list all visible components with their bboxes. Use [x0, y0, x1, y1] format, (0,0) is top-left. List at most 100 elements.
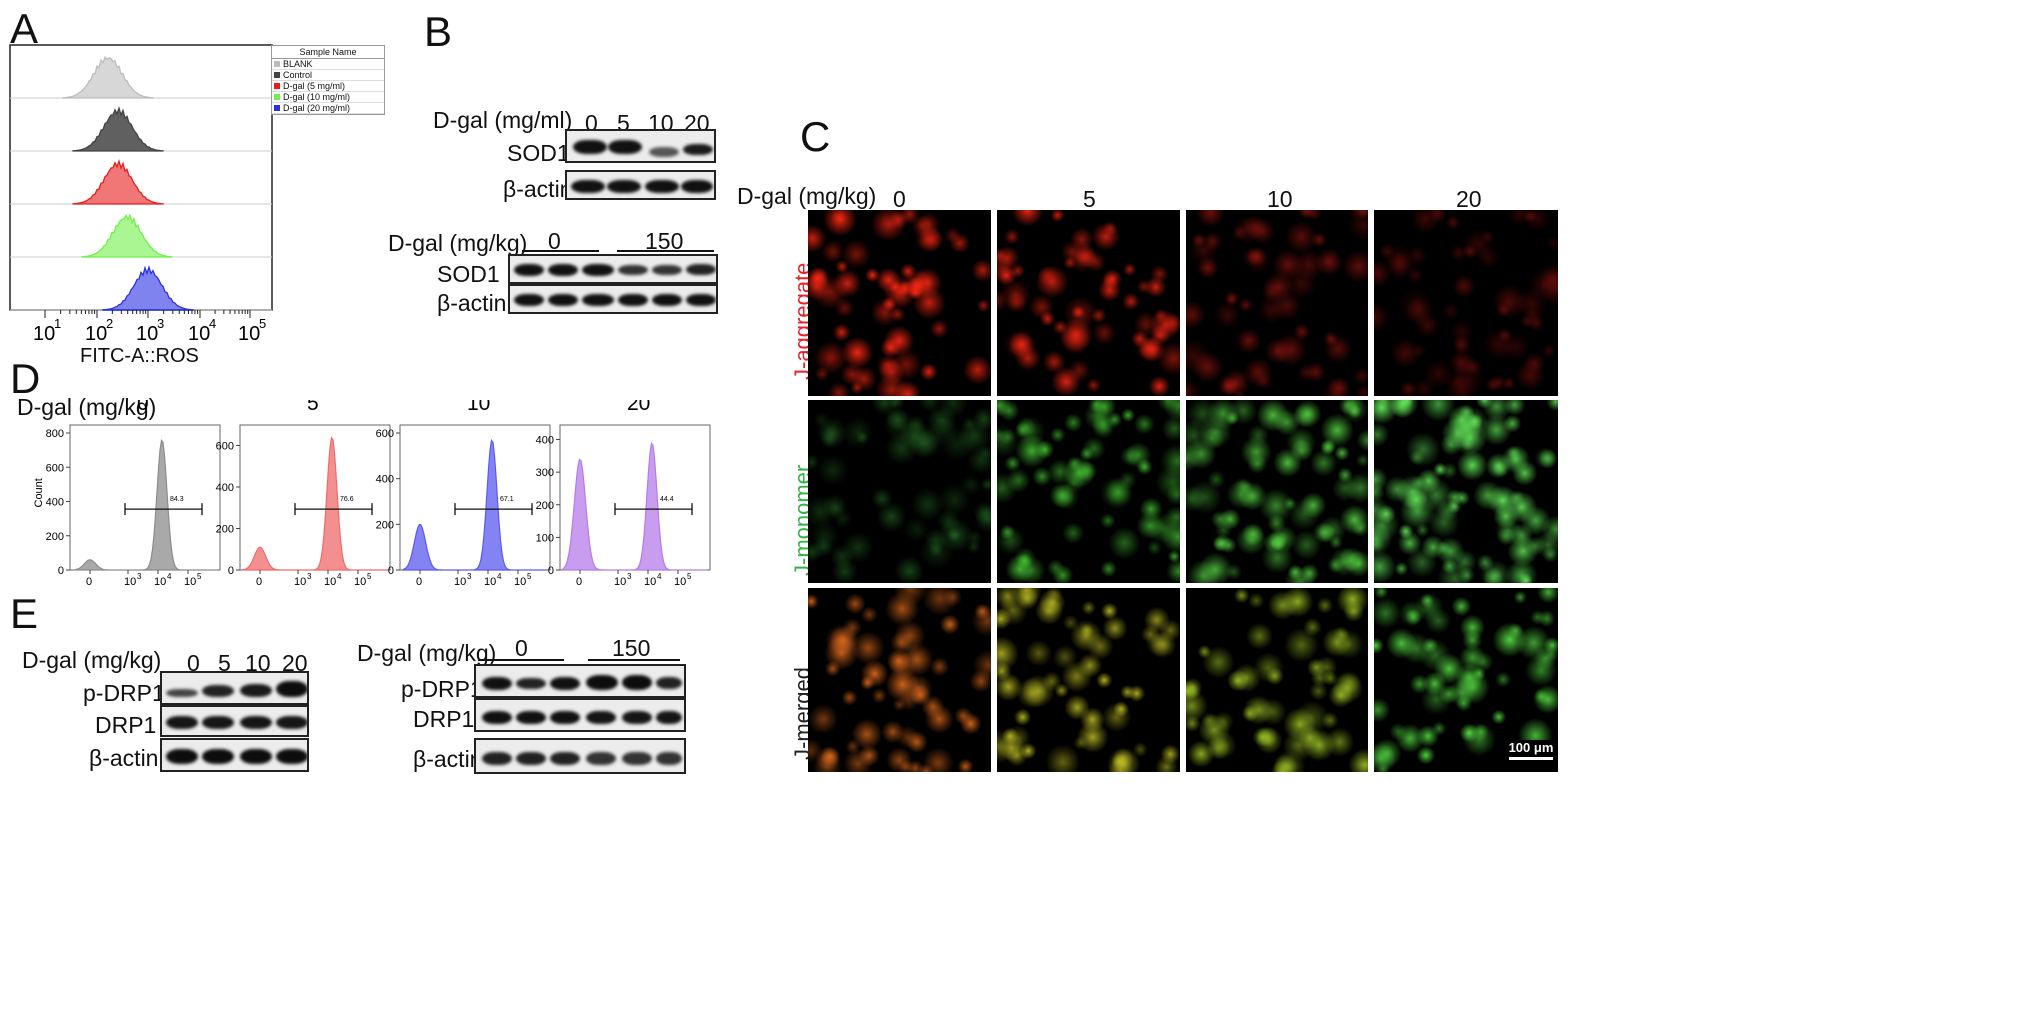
b-row1-label: D-gal (mg/ml) — [433, 107, 573, 133]
e-pdrp1-blot — [160, 671, 309, 705]
c-dose-10: 10 — [1267, 186, 1293, 212]
d-dose-title: 0 — [137, 400, 149, 415]
d-xtick-exponent: 4 — [337, 572, 342, 581]
d-ytick-label: 0 — [228, 565, 234, 577]
a-tick-label: 10 — [238, 323, 260, 345]
d-ytick-label: 100 — [536, 532, 554, 544]
e-group-0: 0 — [515, 635, 528, 661]
panel-label-d: D — [10, 355, 41, 402]
e-actin-blot-2 — [474, 738, 686, 774]
b-actin-blot-2 — [508, 284, 718, 314]
b-group-150: 150 — [645, 228, 684, 254]
d-xtick-exponent: 4 — [657, 572, 662, 581]
scale-bar-line — [1509, 757, 1553, 760]
b-actin-label: β-actin — [503, 176, 573, 202]
d-ytick-label: 200 — [216, 523, 234, 535]
d-gate-value: 84.3 — [170, 496, 184, 503]
d-gate-value: 76.6 — [340, 496, 354, 503]
d-xtick-exponent: 5 — [367, 572, 372, 581]
a-tick-label: 10 — [33, 323, 55, 345]
panel-d-histograms: 0020040060080084.30103104105PE-ACount502… — [33, 400, 711, 588]
d-plot-frame — [239, 424, 391, 571]
legend-label: D-gal (20 mg/ml) — [283, 103, 351, 113]
d-dose-title: 10 — [467, 400, 490, 415]
legend-item: BLANK — [272, 59, 384, 70]
a-tick-label: 10 — [188, 323, 210, 345]
e-right-label: D-gal (mg/kg) — [357, 640, 497, 666]
a-tick-exponent: 5 — [259, 316, 266, 331]
d-xtick-exponent: 5 — [687, 572, 692, 581]
d-ytick-label: 800 — [46, 428, 64, 440]
b-sod1-label: SOD1 — [507, 140, 570, 166]
d-histogram — [242, 436, 387, 571]
d-gate-value: 44.4 — [660, 496, 674, 503]
scale-bar: 100 μm — [1508, 740, 1554, 756]
e-actin-label: β-actin — [89, 745, 159, 771]
d-dose-title: 5 — [307, 400, 319, 415]
d-xtick-label: 10 — [674, 576, 686, 588]
d-xtick-label: 10 — [484, 576, 496, 588]
e-dose-5: 5 — [218, 650, 231, 676]
c-image-merged-1 — [997, 588, 1180, 772]
d-xtick-label: 10 — [324, 576, 336, 588]
panel-label-e: E — [10, 590, 39, 637]
b-sod1-blot — [565, 129, 716, 163]
c-image-monomer-1 — [997, 400, 1180, 583]
legend-label: D-gal (5 mg/ml) — [283, 81, 346, 91]
c-image-aggregate-2 — [1186, 210, 1368, 396]
d-xtick-label: 0 — [86, 576, 92, 588]
e-pdrp1-blot-2 — [474, 664, 686, 698]
d-histogram — [402, 439, 547, 571]
d-xtick-exponent: 3 — [137, 572, 142, 581]
panel-label-c: C — [800, 113, 831, 160]
d-ytick-label: 600 — [216, 440, 234, 452]
d-xtick-label: 0 — [256, 576, 262, 588]
d-ytick-label: 0 — [58, 565, 64, 577]
b-group-bar-0 — [522, 250, 599, 252]
d-xtick-label: 10 — [454, 576, 466, 588]
e-actin-blot — [160, 738, 309, 772]
d-xtick-label: 10 — [354, 576, 366, 588]
d-xtick-label: 10 — [124, 576, 136, 588]
d-xtick-label: 10 — [644, 576, 656, 588]
d-xtick-exponent: 3 — [627, 572, 632, 581]
a-histogram-1 — [72, 105, 164, 152]
legend-swatch — [274, 83, 280, 89]
d-ytick-label: 600 — [376, 428, 394, 440]
d-histogram — [72, 439, 217, 571]
c-image-aggregate-1 — [997, 210, 1180, 396]
c-dose-20: 20 — [1456, 186, 1482, 212]
d-ytick-label: 600 — [46, 462, 64, 474]
legend-swatch — [274, 61, 280, 67]
d-xtick-label: 10 — [294, 576, 306, 588]
legend-swatch — [274, 94, 280, 100]
b-actin-label-2: β-actin — [437, 290, 507, 316]
a-tick-label: 10 — [85, 323, 107, 345]
e-drp1-blot-2 — [474, 698, 686, 732]
d-ylabel: Count — [33, 478, 45, 507]
e-group-bar-0 — [478, 659, 564, 661]
b-row2-label: D-gal (mg/kg) — [388, 230, 528, 256]
a-histogram-3 — [81, 213, 173, 258]
d-xtick-exponent: 5 — [197, 572, 202, 581]
a-histogram-4 — [102, 265, 194, 311]
d-dose-title: 20 — [627, 400, 650, 415]
legend-swatch — [274, 72, 280, 78]
b-actin-blot — [565, 170, 716, 200]
d-xtick-label: 10 — [154, 576, 166, 588]
legend-label: D-gal (10 mg/ml) — [283, 92, 351, 102]
e-group-bar-150 — [588, 659, 680, 661]
panel-a-legend: Sample Name BLANK Control D-gal (5 mg/ml) D… — [271, 45, 385, 115]
panel-label-b: B — [424, 8, 453, 55]
e-pdrp1-label: p-DRP1 — [83, 680, 165, 706]
d-plot-frame — [69, 424, 221, 571]
d-ytick-label: 0 — [388, 565, 394, 577]
legend-item: D-gal (10 mg/ml) — [272, 92, 384, 103]
panel-a-histograms: 101 102 103 104 105 — [9, 44, 273, 345]
legend-item: D-gal (20 mg/ml) — [272, 103, 384, 114]
a-tick-exponent: 4 — [209, 316, 216, 331]
d-xtick-exponent: 3 — [467, 572, 472, 581]
